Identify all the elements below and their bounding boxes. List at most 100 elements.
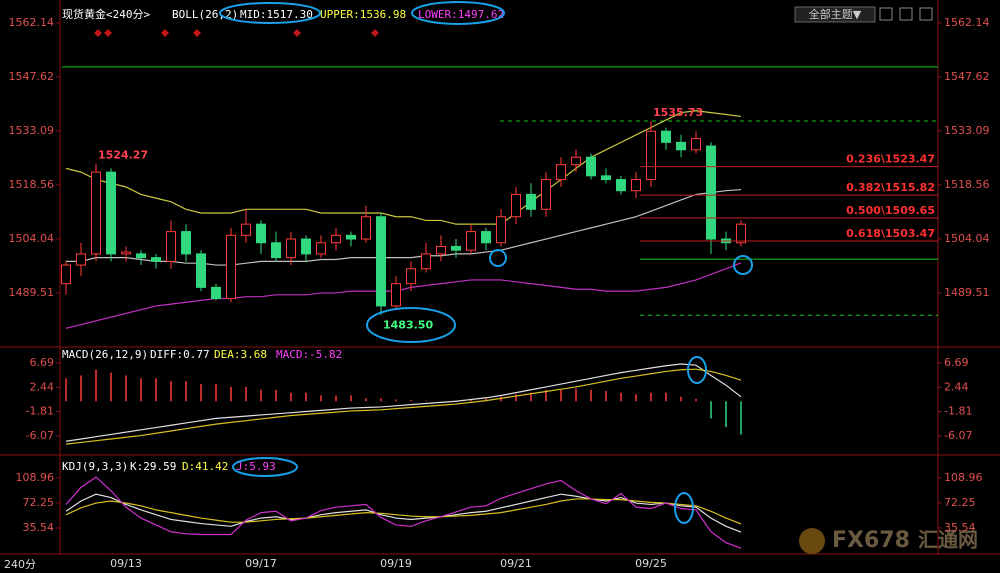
y-tick-label: 1562.14 xyxy=(944,16,990,29)
y-tick-label: 1504.04 xyxy=(9,232,55,245)
panel-header: DEA:3.68 xyxy=(214,348,267,361)
candle-body xyxy=(661,130,671,143)
panel-header: K:29.59 xyxy=(130,460,176,473)
candle-body xyxy=(166,231,176,262)
y-tick-label: -6.07 xyxy=(26,429,54,442)
diamond xyxy=(293,29,301,37)
candle-body xyxy=(361,216,371,240)
x-tick-label: 09/17 xyxy=(245,557,277,570)
indicator-line xyxy=(65,498,742,525)
candle-body xyxy=(706,145,716,240)
y-tick-label: 6.69 xyxy=(30,356,55,369)
y-tick-label: 1489.51 xyxy=(9,286,55,299)
candle-body xyxy=(91,171,101,255)
y-tick-label: 1518.56 xyxy=(944,178,990,191)
icon[interactable] xyxy=(899,7,913,21)
icon[interactable] xyxy=(879,7,893,21)
candle-body xyxy=(286,238,296,259)
panel-header: MACD(26,12,9) xyxy=(62,348,148,361)
candle-body xyxy=(106,171,116,255)
candle-body xyxy=(676,141,686,151)
candle-body xyxy=(736,223,746,244)
period-label: 240分 xyxy=(4,558,36,571)
candle-body xyxy=(331,234,341,244)
y-tick-label: -1.81 xyxy=(26,405,54,418)
icon[interactable] xyxy=(919,7,933,21)
candle-body xyxy=(406,268,416,285)
y-tick-label: -1.81 xyxy=(944,405,972,418)
candle-body xyxy=(691,138,701,151)
y-tick-label: 35.54 xyxy=(23,521,55,534)
y-tick-label: 1504.04 xyxy=(944,232,990,245)
panel-header: UPPER:1536.98 xyxy=(320,8,406,21)
candle-body xyxy=(241,223,251,236)
watermark-icon xyxy=(799,528,825,554)
candle-body xyxy=(121,251,131,255)
x-tick-label: 09/21 xyxy=(500,557,532,570)
candle-body xyxy=(556,164,566,181)
candle-body xyxy=(616,179,626,192)
panel-header: DIFF:0.77 xyxy=(150,348,210,361)
watermark-logo: FX678 xyxy=(832,528,910,553)
plot: 1562.14 1562.14 1547.62 1547.62 1533.09 1533.… xyxy=(9,7,990,570)
y-tick-label: -6.07 xyxy=(944,429,972,442)
candle-body xyxy=(451,245,461,251)
candle-body xyxy=(631,179,641,192)
y-tick-label: 1562.14 xyxy=(9,16,55,29)
candle-body xyxy=(271,242,281,259)
candle-body xyxy=(586,156,596,177)
y-tick-label: 1547.62 xyxy=(944,70,990,83)
frame xyxy=(0,0,1000,555)
watermark-text: 汇通网 xyxy=(918,528,978,552)
candle-body xyxy=(181,231,191,255)
y-tick-label: 108.96 xyxy=(944,471,983,484)
theme-button-bg[interactable] xyxy=(794,6,876,23)
y-tick-label: 1533.09 xyxy=(9,124,55,137)
candle-body xyxy=(511,193,521,218)
panel-header: D:41.42 xyxy=(182,460,228,473)
fib-label: 0.618\1503.47 xyxy=(846,227,935,240)
indicator-line xyxy=(65,493,742,533)
y-tick-label: 1533.09 xyxy=(944,124,990,137)
diamond xyxy=(94,29,102,37)
candle-body xyxy=(436,245,446,255)
panel-header: KDJ(9,3,3) xyxy=(62,460,128,473)
top-icons xyxy=(879,7,933,21)
panel-header: MID:1517.30 xyxy=(240,8,313,21)
y-tick-label: 2.44 xyxy=(30,380,55,393)
highlight xyxy=(489,249,507,267)
diamond xyxy=(371,29,379,37)
candle-body xyxy=(151,257,161,262)
highlight xyxy=(366,307,456,343)
x-tick-label: 09/25 xyxy=(635,557,667,570)
fib-label: 0.500\1509.65 xyxy=(846,204,935,217)
x-tick-label: 09/19 xyxy=(380,557,412,570)
candle-body xyxy=(421,253,431,270)
y-tick-label: 35.54 xyxy=(944,521,976,534)
candle-body xyxy=(496,216,506,244)
y-tick-label: 6.69 xyxy=(944,356,969,369)
watermark: FX678 汇通网 xyxy=(799,528,978,554)
diamond xyxy=(161,29,169,37)
indicator-line xyxy=(65,368,742,445)
candle-body xyxy=(256,223,266,244)
highlight xyxy=(411,1,505,25)
diamond xyxy=(104,29,112,37)
y-tick-label: 1518.56 xyxy=(9,178,55,191)
highlights xyxy=(219,1,753,524)
candle-body xyxy=(481,231,491,244)
price-annotation: 1483.50 xyxy=(383,318,433,331)
theme-button[interactable]: 全部主题▼ xyxy=(809,7,862,21)
candle-body xyxy=(226,234,236,300)
indicator-line xyxy=(66,188,742,266)
indicator-line xyxy=(65,262,742,329)
candle-body xyxy=(61,264,71,285)
candle-body xyxy=(136,253,146,259)
highlight xyxy=(219,2,321,24)
indicator-line xyxy=(65,363,742,442)
price-annotation: 1535.73 xyxy=(653,106,703,119)
y-tick-label: 72.25 xyxy=(23,496,55,509)
candle-body xyxy=(646,130,656,181)
